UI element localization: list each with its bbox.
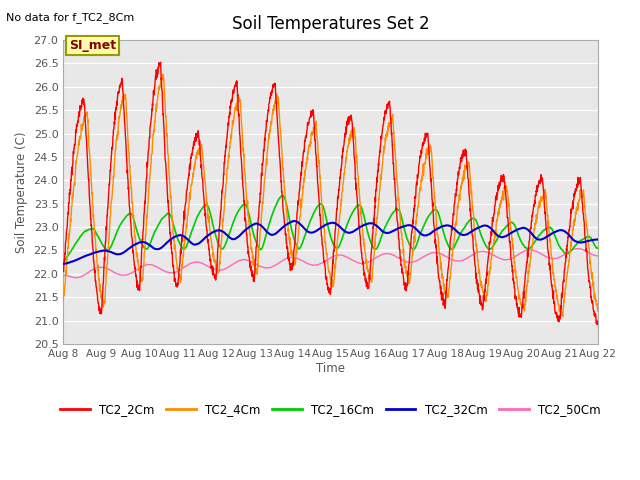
- Text: SI_met: SI_met: [68, 39, 116, 52]
- Title: Soil Temperatures Set 2: Soil Temperatures Set 2: [232, 15, 429, 33]
- Text: No data for f_TC2_8Cm: No data for f_TC2_8Cm: [6, 12, 134, 23]
- X-axis label: Time: Time: [316, 361, 345, 374]
- Legend: TC2_2Cm, TC2_4Cm, TC2_16Cm, TC2_32Cm, TC2_50Cm: TC2_2Cm, TC2_4Cm, TC2_16Cm, TC2_32Cm, TC…: [55, 398, 606, 421]
- Y-axis label: Soil Temperature (C): Soil Temperature (C): [15, 131, 28, 253]
